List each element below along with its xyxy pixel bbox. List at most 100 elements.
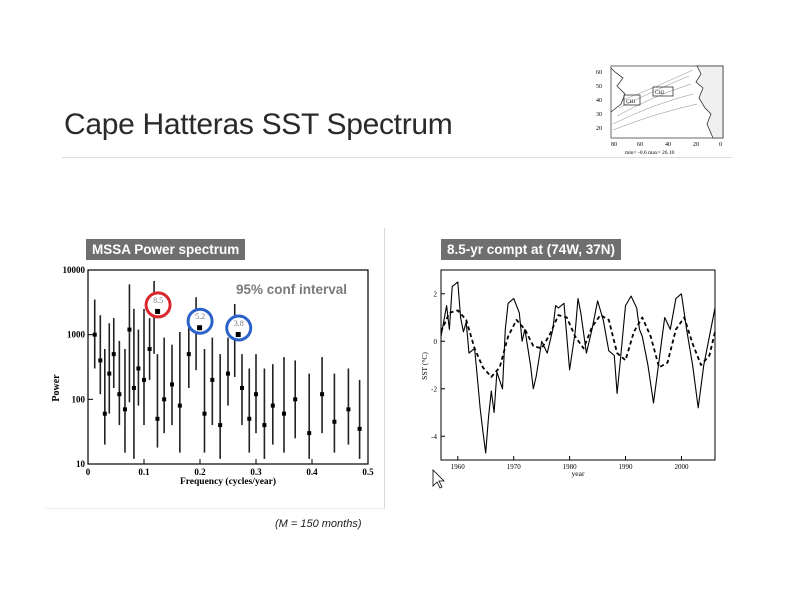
sst-anomaly-line	[440, 281, 716, 454]
peak-circle	[144, 291, 172, 319]
reconstructed-component-line	[440, 309, 716, 378]
power-point	[117, 392, 122, 397]
power-point	[102, 411, 107, 416]
slide-title: Cape Hatteras SST Spectrum	[64, 108, 453, 141]
y-tick-label: 1000	[67, 330, 86, 340]
y-tick-label: -4	[431, 433, 437, 441]
map-y-tick: 60	[596, 70, 602, 76]
y-tick-label: -2	[431, 385, 437, 393]
power-point	[122, 407, 127, 412]
conf-interval-label: 95% conf interval	[236, 282, 348, 297]
x-tick-label: 1960	[451, 463, 466, 471]
coastline-right	[695, 65, 724, 139]
power-point	[262, 423, 267, 428]
x-tick-label: 0.2	[194, 467, 206, 477]
x-tick-label: 1970	[507, 463, 521, 471]
x-tick-label: 0.3	[250, 467, 262, 477]
map-caption: min= -0.6 max= 26.10	[625, 150, 675, 156]
x-tick-label: 0.1	[138, 467, 150, 477]
power-point	[162, 397, 167, 402]
power-point	[332, 419, 337, 424]
y-tick-label: 2	[434, 290, 438, 298]
power-point	[127, 327, 132, 332]
power-point	[107, 371, 112, 376]
contour-line	[616, 83, 692, 117]
contour-line	[612, 93, 694, 125]
map-y-tick: 50	[596, 84, 602, 90]
power-point	[346, 407, 351, 412]
map-box-ch1	[623, 94, 641, 106]
contour-line	[612, 103, 698, 131]
power-point	[357, 426, 362, 431]
power-point	[155, 308, 161, 314]
power-spectrum-chart: 0 0.1 0.2 0.3 0.4 0.5 10 100 1000 10000 8.5 5.2 3.8…	[51, 265, 374, 487]
x-tick-label: 0.4	[306, 467, 318, 477]
power-point	[98, 358, 103, 363]
title-divider	[62, 157, 732, 158]
power-point	[197, 325, 203, 331]
coastline-left	[610, 67, 626, 113]
map-box-label: CH1	[626, 100, 636, 105]
power-point	[210, 377, 215, 382]
power-point	[142, 377, 146, 382]
map-box-label: CH2	[655, 91, 665, 96]
power-point	[155, 416, 160, 421]
power-point	[177, 403, 182, 408]
power-point	[202, 411, 207, 416]
x-axis-label: Frequency (cycles/year)	[180, 476, 276, 487]
window-length-note: (M = 150 months)	[275, 518, 362, 530]
power-point	[270, 403, 275, 408]
x-tick-label: 1990	[619, 463, 634, 471]
y-tick-label: 10000	[63, 265, 86, 275]
power-point	[111, 352, 116, 357]
y-tick-label: 0	[434, 338, 438, 346]
y-tick-label: 10	[76, 459, 86, 469]
map-x-tick: 80	[611, 142, 617, 148]
x-tick-label: 0	[86, 467, 91, 477]
map-x-tick: 20	[693, 142, 699, 148]
power-point	[240, 385, 244, 390]
contour-line	[622, 69, 694, 101]
power-point	[131, 385, 136, 390]
y-tick-label: 100	[72, 394, 86, 404]
power-point	[147, 347, 152, 352]
x-axis-label: year	[572, 469, 585, 478]
map-y-tick: 30	[596, 112, 602, 118]
y-axis-label: Power	[51, 374, 62, 402]
spectrum-title-label: MSSA Power spectrum	[86, 239, 246, 260]
y-axis-label: SST (°C)	[420, 352, 429, 380]
sst-component-panel: 1960 1970 1980 1990 2000 2 0 -2 -4 SST (°C) year…	[413, 236, 717, 494]
sst-component-chart: 1960 1970 1980 1990 2000 2 0 -2 -4 SST (°C) year	[420, 269, 716, 489]
map-y-tick: 20	[596, 126, 602, 132]
x-tick-label: 0.5	[362, 467, 374, 477]
power-point	[254, 392, 258, 397]
mouse-cursor-icon	[432, 469, 445, 489]
power-point	[218, 423, 223, 428]
component-title-label: 8.5-yr compt at (74W, 37N)	[441, 239, 622, 260]
plot-frame	[87, 269, 369, 465]
power-point	[235, 331, 241, 337]
map-box-ch2	[652, 86, 674, 97]
x-tick-label: 1980	[563, 463, 578, 471]
plot-frame	[440, 269, 716, 461]
map-x-tick: 40	[665, 142, 671, 148]
power-point	[186, 352, 191, 357]
map-x-tick: 0	[719, 142, 722, 148]
power-point	[282, 411, 286, 416]
power-point	[136, 366, 141, 371]
peak-period-label: 8.5	[153, 296, 163, 305]
peak-circle	[186, 307, 214, 335]
power-point	[307, 431, 312, 436]
power-point	[320, 392, 325, 397]
inset-map: CH1 CH2 60 50 40 30 20 80 60 40 20 0 min…	[596, 65, 724, 156]
peak-circle	[225, 314, 253, 342]
power-point	[92, 332, 97, 337]
power-point	[226, 371, 230, 376]
peak-period-label: 3.8	[234, 319, 244, 328]
x-tick-label: 2000	[674, 463, 689, 471]
power-point	[170, 382, 174, 387]
map-y-tick: 40	[596, 98, 602, 104]
power-point	[293, 397, 298, 402]
map-x-tick: 60	[637, 142, 643, 148]
power-point	[247, 416, 252, 421]
